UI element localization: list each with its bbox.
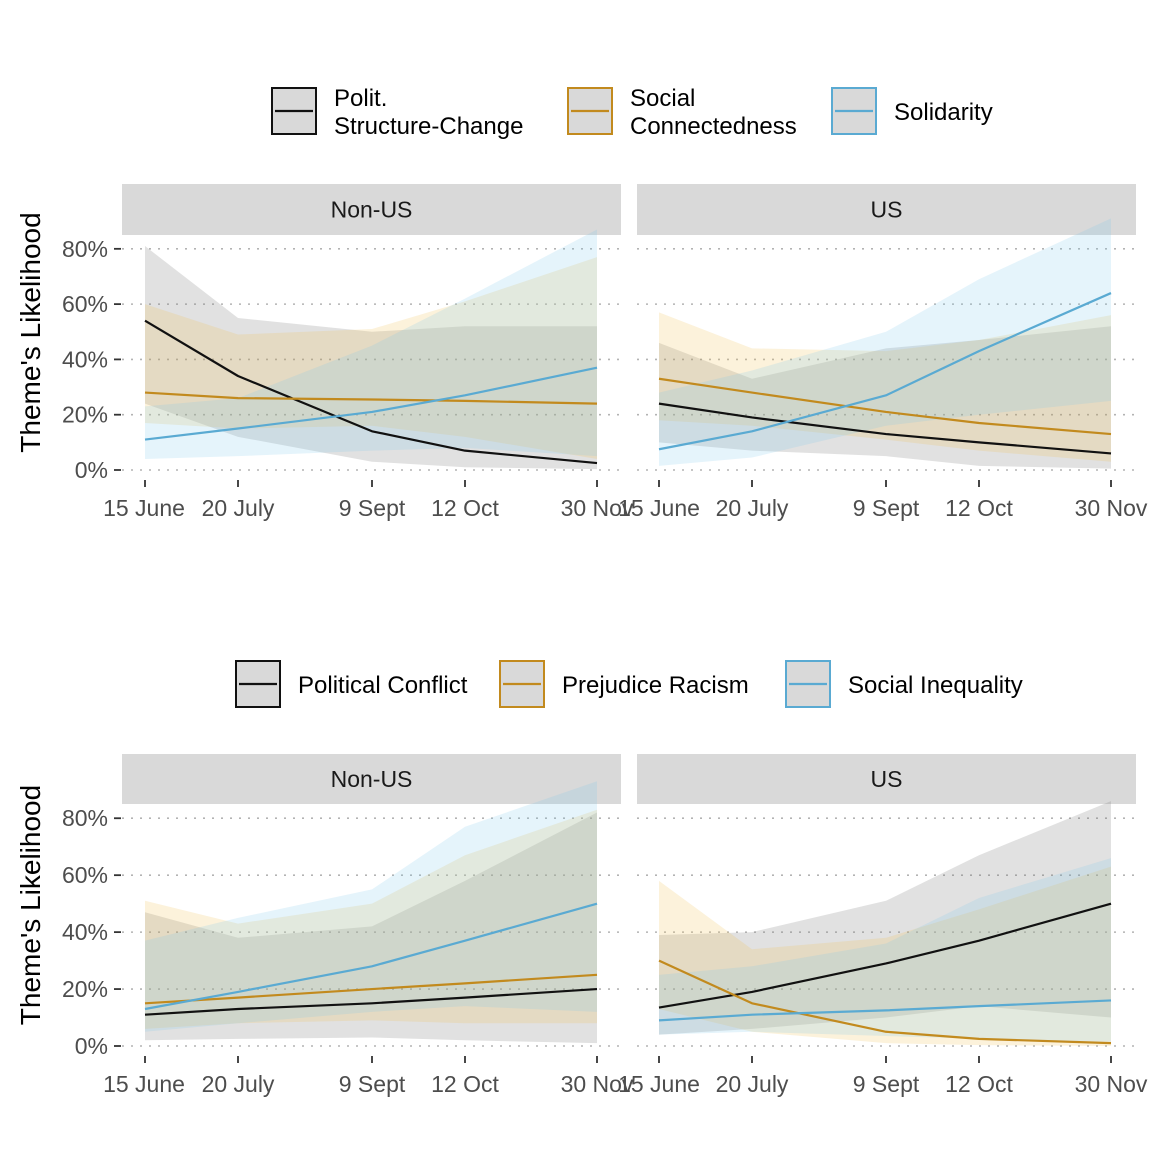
- panel-1-non-us: Non-US 15 June 20 July 9 Sept 12 Oct 30 Nov 0%…: [62, 184, 634, 521]
- y-tick-label: 60%: [62, 291, 108, 317]
- confidence-band-orange: [145, 809, 597, 1029]
- confidence-band-orange: [659, 866, 1111, 1046]
- legend-label: Prejudice Racism: [562, 672, 749, 699]
- x-tick-label: 12 Oct: [945, 495, 1013, 521]
- legend-label: Solidarity: [894, 99, 993, 126]
- facet-strip: [637, 754, 1136, 804]
- y-tick-label: 80%: [62, 805, 108, 831]
- series-line-blue: [658, 999, 1112, 1022]
- series-line-orange: [144, 973, 598, 1005]
- legend-label: Social: [630, 85, 695, 112]
- series-line-black: [658, 402, 1112, 455]
- facet-strip-label: Non-US: [331, 197, 413, 223]
- x-tick-label: 20 July: [716, 1071, 789, 1097]
- panel-1-us: US 15 June 20 July 9 Sept 12 Oct 30 Nov: [618, 184, 1148, 521]
- panel-2-us: US 15 June 20 July 9 Sept 12 Oct 30 Nov: [618, 754, 1148, 1097]
- confidence-band-orange: [145, 257, 597, 459]
- facet-strip: [122, 184, 621, 235]
- x-tick-label: 9 Sept: [339, 495, 406, 521]
- y-tick-label: 0%: [75, 1033, 108, 1059]
- x-tick-label: 9 Sept: [339, 1071, 406, 1097]
- series-line-blue: [144, 902, 598, 1011]
- facet-strip-label: Non-US: [331, 766, 413, 792]
- series-line-black: [144, 987, 598, 1016]
- confidence-band-black: [145, 812, 597, 1044]
- legend-label: Political Conflict: [298, 672, 468, 699]
- series-line-black: [144, 319, 598, 465]
- x-tick-label: 12 Oct: [431, 1071, 499, 1097]
- confidence-band-black: [659, 801, 1111, 1035]
- x-tick-label: 12 Oct: [431, 495, 499, 521]
- y-tick-label: 80%: [62, 236, 108, 262]
- facet-strip: [122, 754, 621, 804]
- x-tick-label: 20 July: [202, 1071, 275, 1097]
- panel-2-non-us: Non-US 15 June 20 July 9 Sept 12 Oct 30 Nov 0%…: [62, 754, 634, 1097]
- x-tick-label: 30 Nov: [561, 1071, 634, 1097]
- y-tick-label: 60%: [62, 862, 108, 888]
- legend-label: Social Inequality: [848, 672, 1023, 699]
- y-tick-label: 20%: [62, 402, 108, 428]
- series-line-orange: [658, 959, 1112, 1045]
- x-tick-label: 20 July: [716, 495, 789, 521]
- x-tick-label: 15 June: [618, 495, 700, 521]
- x-tick-label: 9 Sept: [853, 1071, 920, 1097]
- series-line-orange: [144, 391, 598, 405]
- confidence-band-blue: [659, 218, 1111, 466]
- y-axis-label: Theme's Likelihood: [15, 212, 46, 452]
- series-line-blue: [658, 292, 1112, 451]
- y-tick-label: 0%: [75, 457, 108, 483]
- x-tick-label: 15 June: [618, 1071, 700, 1097]
- x-tick-label: 30 Nov: [1075, 495, 1148, 521]
- confidence-band-blue: [145, 781, 597, 1032]
- facet-strip-label: US: [871, 766, 903, 792]
- facet-strip: [637, 184, 1136, 235]
- legend-1: Polit.Structure-Change SocialConnectednes…: [271, 85, 993, 140]
- x-tick-label: 30 Nov: [561, 495, 634, 521]
- legend-2: Political Conflict Prejudice Racism Social…: [235, 660, 1023, 708]
- y-tick-label: 20%: [62, 976, 108, 1002]
- x-tick-label: 20 July: [202, 495, 275, 521]
- y-tick-label: 40%: [62, 919, 108, 945]
- x-tick-label: 15 June: [103, 1071, 185, 1097]
- series-line-blue: [144, 366, 598, 441]
- y-tick-label: 40%: [62, 346, 108, 372]
- confidence-band-black: [659, 326, 1111, 469]
- facet-strip-label: US: [871, 197, 903, 223]
- series-line-orange: [658, 377, 1112, 436]
- series-line-black: [658, 902, 1112, 1009]
- legend-label: Polit.: [334, 85, 387, 112]
- legend-label: Connectedness: [630, 113, 797, 140]
- confidence-band-black: [145, 246, 597, 470]
- x-tick-label: 30 Nov: [1075, 1071, 1148, 1097]
- x-tick-label: 12 Oct: [945, 1071, 1013, 1097]
- x-tick-label: 9 Sept: [853, 495, 920, 521]
- x-tick-label: 15 June: [103, 495, 185, 521]
- confidence-band-blue: [659, 858, 1111, 1042]
- legend-label: Structure-Change: [334, 113, 523, 140]
- y-axis-label: Theme's Likelihood: [15, 785, 46, 1025]
